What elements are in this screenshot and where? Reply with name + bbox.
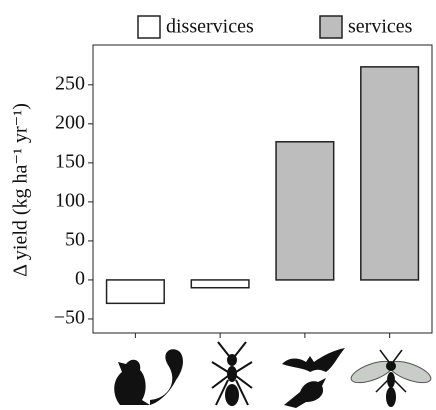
- bar: [105, 279, 165, 305]
- y-tick-label: −50: [54, 307, 85, 329]
- y-axis-label: Δ yield (kg ha⁻¹ yr⁻¹): [10, 103, 32, 277]
- bar: [190, 279, 250, 289]
- plot-frame: [92, 44, 433, 334]
- bird-icon: [284, 378, 326, 408]
- bar: [275, 141, 335, 281]
- legend-swatch: [319, 15, 343, 39]
- y-tick-label: 150: [55, 150, 85, 172]
- y-tick-label: 100: [55, 189, 85, 211]
- squirrel-icon: [114, 349, 183, 405]
- legend-label: services: [348, 16, 413, 38]
- legend-label: disservices: [166, 16, 254, 38]
- legend-swatch: [137, 15, 161, 39]
- y-tick-label: 200: [55, 111, 85, 133]
- y-tick-label: 50: [65, 228, 85, 250]
- bat-icon: [282, 348, 345, 372]
- wasp-icon: [350, 349, 432, 407]
- bar: [360, 66, 420, 281]
- y-tick-label: 0: [75, 268, 85, 290]
- ant-icon: [211, 341, 253, 406]
- y-tick-label: 250: [55, 72, 85, 94]
- icons: [114, 341, 432, 408]
